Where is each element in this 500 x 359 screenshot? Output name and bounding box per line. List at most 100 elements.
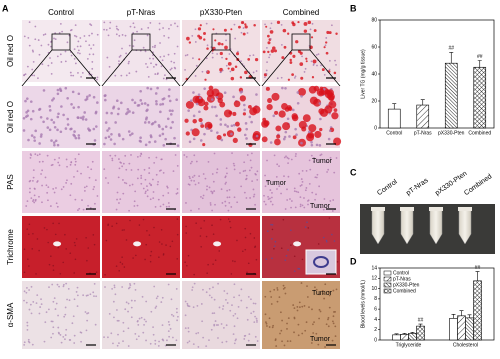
- cell: [149, 254, 152, 257]
- cell: [146, 195, 149, 198]
- cell: [198, 36, 203, 40]
- cell: [85, 97, 89, 101]
- cell: [131, 132, 134, 135]
- y-tick-label: 12: [371, 276, 377, 282]
- histology-image: [182, 20, 260, 82]
- cell: [121, 34, 124, 36]
- cell: [314, 198, 316, 201]
- cell: [142, 331, 145, 334]
- cell: [168, 323, 171, 326]
- cell: [282, 28, 287, 33]
- cell: [84, 118, 88, 121]
- cell: [273, 154, 276, 157]
- tube-cap: [371, 207, 385, 211]
- cell: [176, 164, 179, 167]
- cell: [38, 142, 41, 145]
- tissue: [262, 281, 340, 349]
- cell: [309, 168, 312, 171]
- cell: [42, 120, 45, 124]
- cell: [87, 312, 90, 314]
- cell: [92, 127, 96, 131]
- cell: [211, 105, 214, 109]
- cell: [142, 187, 145, 190]
- cell: [163, 34, 166, 37]
- cell: [57, 246, 60, 249]
- cell: [268, 317, 271, 320]
- cell: [93, 243, 96, 246]
- cell: [229, 309, 232, 312]
- cell: [52, 264, 55, 267]
- cell: [175, 339, 178, 342]
- cell: [189, 162, 192, 165]
- bar: [400, 334, 409, 341]
- cell: [313, 156, 315, 159]
- histology-image: [262, 216, 340, 278]
- cell: [62, 113, 65, 117]
- cell: [77, 92, 81, 96]
- cell: [297, 191, 300, 194]
- cell: [162, 254, 165, 256]
- cell: [149, 87, 153, 91]
- cell: [73, 48, 76, 51]
- cell: [24, 99, 27, 103]
- cell: [248, 333, 251, 335]
- cell: [281, 340, 283, 343]
- cell: [176, 218, 179, 220]
- cell: [221, 69, 224, 72]
- cell: [239, 172, 241, 174]
- y-tick-label: 2: [374, 327, 377, 333]
- cell: [129, 133, 132, 137]
- cell: [242, 32, 246, 36]
- cell: [145, 320, 147, 323]
- cell: [55, 302, 58, 305]
- cell: [171, 240, 174, 243]
- cell: [269, 141, 273, 144]
- legend-label: pT-Nras: [393, 276, 411, 282]
- cell: [311, 76, 315, 79]
- cell: [221, 341, 224, 344]
- cell: [140, 174, 143, 177]
- cell: [298, 172, 301, 175]
- cell: [41, 201, 43, 204]
- cell: [269, 290, 272, 293]
- cell: [243, 191, 246, 194]
- cell: [23, 74, 26, 76]
- cell: [266, 325, 268, 327]
- cell: [132, 22, 135, 25]
- cell: [50, 139, 53, 142]
- cell: [41, 184, 43, 187]
- cell: [170, 24, 172, 26]
- cell: [192, 91, 195, 94]
- cell: [38, 153, 41, 156]
- cell: [167, 53, 170, 56]
- cell: [149, 22, 152, 24]
- cell: [89, 293, 92, 296]
- error-bar: [459, 310, 464, 316]
- cell: [318, 108, 325, 115]
- cell: [236, 239, 238, 242]
- y-axis-label: Liver TG (mg/g tissue): [360, 49, 366, 99]
- cell: [54, 38, 57, 41]
- cell: [155, 100, 158, 103]
- cell: [58, 31, 61, 34]
- cell: [87, 247, 90, 249]
- vessel: [213, 241, 222, 247]
- cell: [242, 112, 246, 116]
- cell: [147, 75, 150, 78]
- cell: [165, 244, 167, 246]
- cell: [310, 342, 313, 344]
- cell: [94, 202, 96, 205]
- cell: [76, 305, 79, 307]
- cell: [192, 57, 194, 60]
- cell: [187, 254, 190, 257]
- cell: [134, 288, 137, 291]
- cell: [271, 203, 274, 206]
- cell: [233, 296, 235, 299]
- cell: [188, 175, 191, 178]
- cell: [195, 332, 198, 335]
- cell: [111, 287, 114, 290]
- cell: [333, 171, 336, 174]
- cell: [130, 154, 132, 156]
- cell: [137, 323, 140, 326]
- cell: [162, 203, 165, 206]
